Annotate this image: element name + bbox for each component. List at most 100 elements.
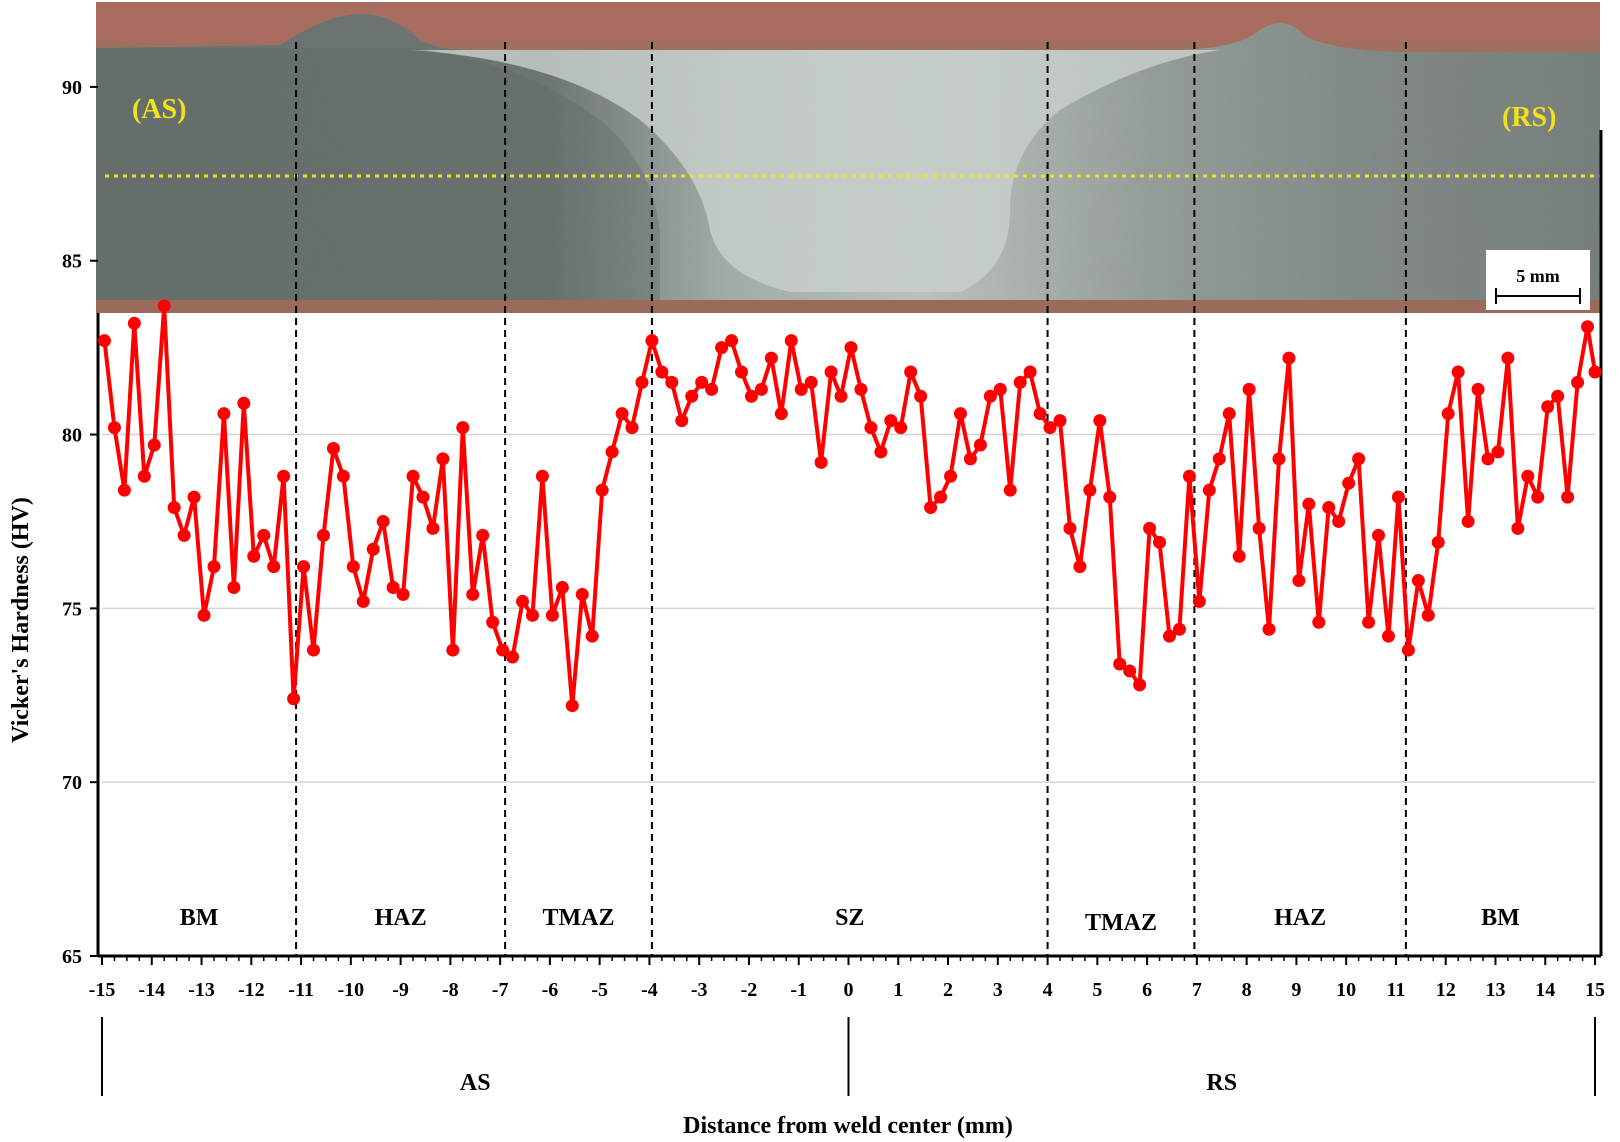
x-tick-label-8: 8	[1242, 979, 1252, 1001]
data-point-52	[615, 407, 629, 421]
data-point-22	[316, 528, 330, 542]
data-point-103	[1123, 664, 1137, 678]
data-point-16	[257, 528, 271, 542]
scale-bar-label: 5 mm	[1516, 266, 1560, 286]
x-tick-label-10: 10	[1336, 979, 1356, 1001]
data-point-9	[187, 490, 201, 504]
data-point-44	[535, 469, 549, 483]
data-point-89	[983, 389, 997, 403]
data-point-83	[924, 501, 938, 515]
weld-cross-section-image: (AS) (RS) 5 mm	[96, 2, 1600, 313]
data-point-2	[117, 483, 131, 497]
data-point-99	[1083, 483, 1097, 497]
data-point-122	[1312, 615, 1326, 629]
y-axis-title: Vicker's Hardness (HV)	[8, 497, 34, 743]
stir-zone-nugget	[410, 50, 1220, 292]
data-point-108	[1172, 622, 1186, 636]
zone-label-haz: HAZ	[375, 905, 427, 931]
x-tick-label--10: -10	[337, 979, 364, 1001]
side-label-as: AS	[460, 1070, 491, 1096]
data-point-136	[1451, 365, 1465, 379]
data-point-92	[1013, 375, 1027, 389]
side-label-rs: RS	[1206, 1070, 1237, 1096]
zone-label-tmaz: TMAZ	[543, 905, 615, 931]
x-tick-label--9: -9	[392, 979, 409, 1001]
data-point-86	[953, 407, 967, 421]
x-tick-label--3: -3	[691, 979, 708, 1001]
data-point-28	[376, 514, 390, 528]
data-point-104	[1133, 678, 1147, 692]
zone-dividers	[295, 42, 1407, 956]
data-point-120	[1292, 574, 1306, 588]
data-point-62	[715, 341, 729, 355]
axes	[90, 85, 1603, 1096]
y-tick-label-90: 90	[62, 77, 82, 99]
x-tick-label-1: 1	[893, 979, 903, 1001]
data-point-13	[227, 581, 241, 595]
data-point-133	[1421, 608, 1435, 622]
data-point-130	[1391, 490, 1405, 504]
data-point-69	[784, 334, 798, 348]
x-tick-label-5: 5	[1092, 979, 1102, 1001]
data-point-18	[277, 469, 291, 483]
data-point-27	[366, 542, 380, 556]
data-point-68	[774, 407, 788, 421]
data-point-142	[1511, 521, 1525, 535]
hardness-series	[97, 299, 1602, 713]
data-point-96	[1053, 414, 1067, 428]
data-point-144	[1531, 490, 1545, 504]
data-point-95	[1043, 421, 1057, 435]
data-point-93	[1023, 365, 1037, 379]
scale-bar: 5 mm	[1486, 250, 1590, 310]
zone-label-bm: BM	[1481, 905, 1520, 931]
data-point-88	[973, 438, 987, 452]
data-point-90	[993, 382, 1007, 396]
x-tick-label-15: 15	[1585, 979, 1605, 1001]
data-point-110	[1192, 594, 1206, 608]
data-point-26	[356, 594, 370, 608]
x-tick-label-0: 0	[844, 979, 854, 1001]
x-tick-label--15: -15	[89, 979, 116, 1001]
data-point-33	[426, 521, 440, 535]
x-tick-label--5: -5	[591, 979, 608, 1001]
data-point-8	[177, 528, 191, 542]
data-point-124	[1332, 514, 1346, 528]
right-side-image-label: (RS)	[1502, 102, 1556, 133]
y-tick-label-70: 70	[62, 772, 82, 794]
y-tick-label-80: 80	[62, 425, 82, 447]
data-point-137	[1461, 514, 1475, 528]
data-point-85	[944, 469, 958, 483]
data-point-35	[446, 643, 460, 657]
data-point-121	[1302, 497, 1316, 511]
data-point-149	[1581, 320, 1595, 334]
x-tick-label-12: 12	[1436, 979, 1456, 1001]
data-point-135	[1441, 407, 1455, 421]
data-point-32	[416, 490, 430, 504]
data-point-59	[685, 389, 699, 403]
data-point-146	[1551, 389, 1565, 403]
data-point-139	[1481, 452, 1495, 466]
data-point-71	[804, 375, 818, 389]
zone-label-tmaz: TMAZ	[1085, 910, 1157, 936]
data-point-39	[486, 615, 500, 629]
data-point-147	[1561, 490, 1575, 504]
data-point-141	[1501, 351, 1515, 365]
x-tick-label-11: 11	[1386, 979, 1405, 1001]
data-point-46	[555, 581, 569, 595]
zone-label-bm: BM	[180, 905, 219, 931]
x-tick-label--7: -7	[492, 979, 509, 1001]
data-point-38	[476, 528, 490, 542]
data-point-42	[516, 594, 530, 608]
data-point-118	[1272, 452, 1286, 466]
data-point-64	[735, 365, 749, 379]
data-point-116	[1252, 521, 1266, 535]
data-point-126	[1352, 452, 1366, 466]
x-tick-label--13: -13	[188, 979, 215, 1001]
y-tick-label-75: 75	[62, 598, 82, 620]
data-point-1	[107, 421, 121, 435]
data-point-102	[1113, 657, 1127, 671]
data-point-143	[1521, 469, 1535, 483]
gridlines	[102, 433, 1595, 783]
data-point-5	[147, 438, 161, 452]
zone-label-haz: HAZ	[1274, 905, 1326, 931]
